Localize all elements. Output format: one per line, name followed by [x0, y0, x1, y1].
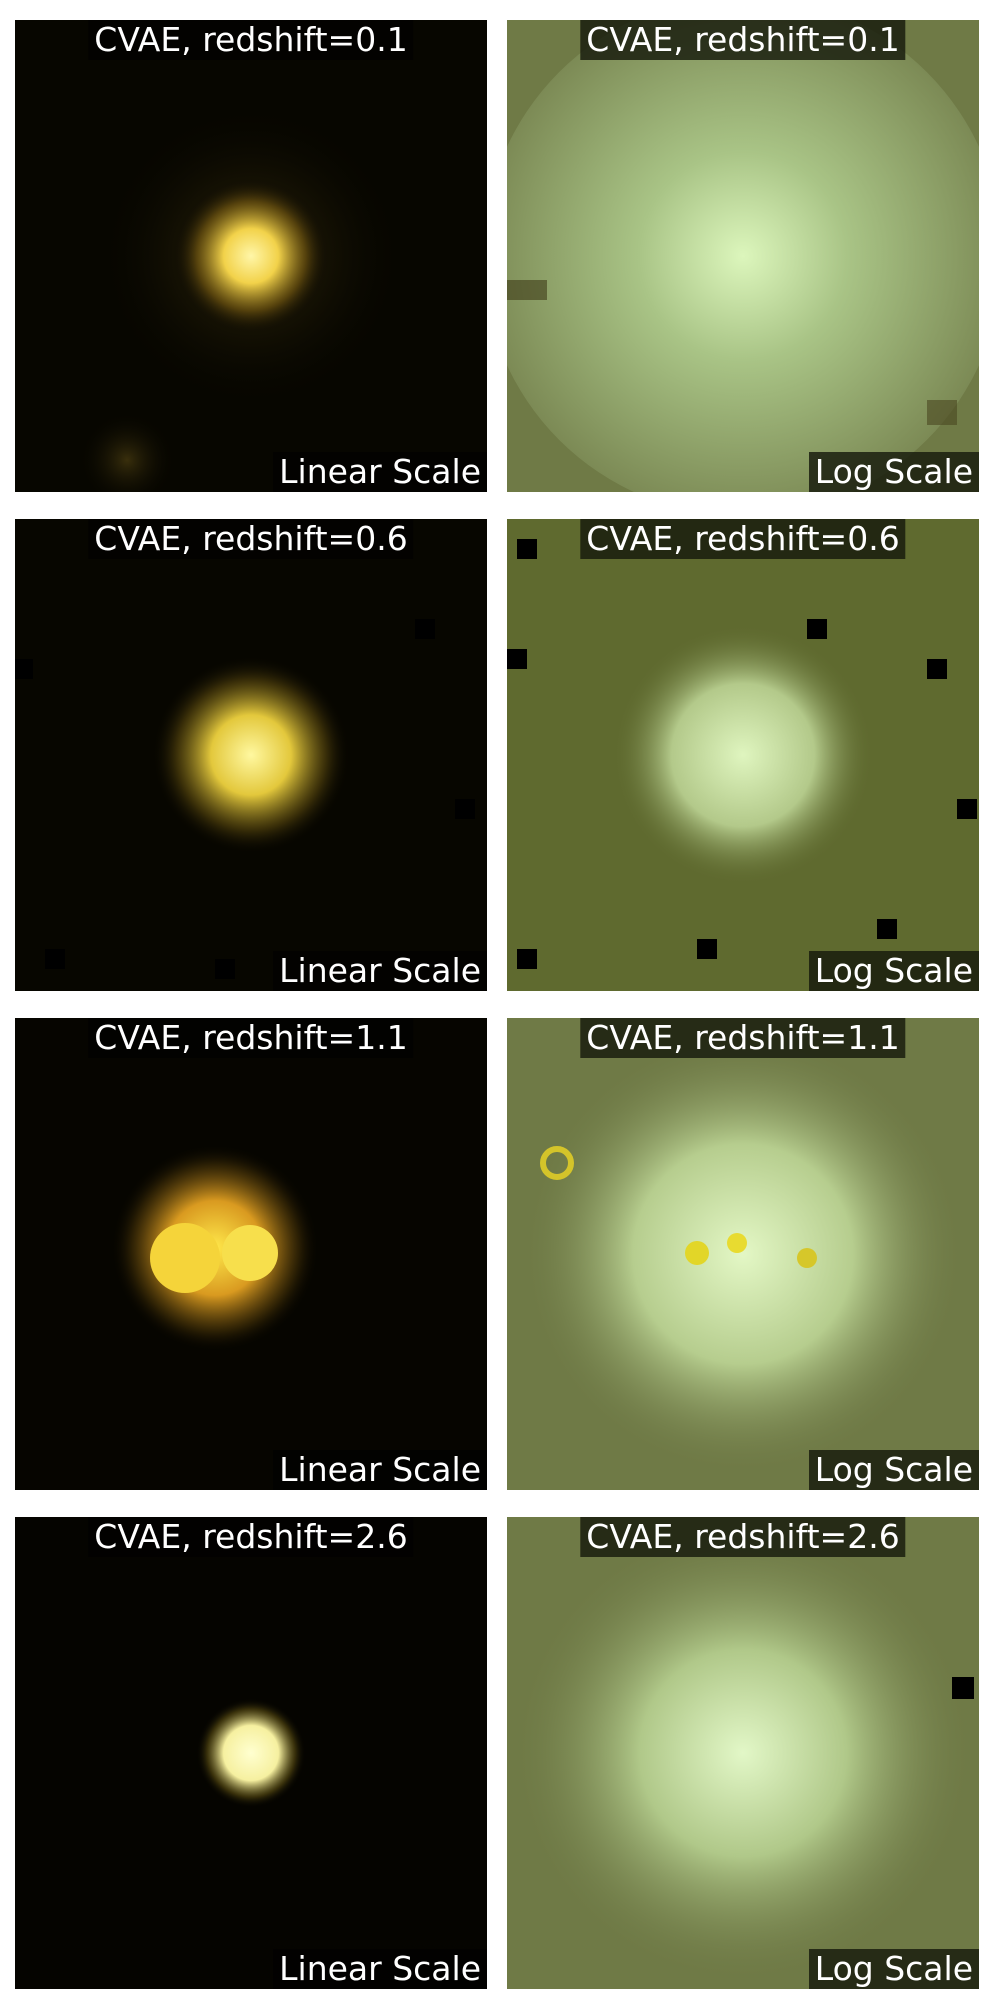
- galaxy-image-log-z1.1: [507, 1018, 979, 1490]
- panel-linear-z0.6: CVAE, redshift=0.6 Linear Scale: [15, 519, 487, 991]
- scale-label: Log Scale: [808, 1450, 979, 1490]
- scale-label: Log Scale: [808, 1949, 979, 1989]
- panel-title: CVAE, redshift=0.1: [88, 20, 414, 60]
- panel-title: CVAE, redshift=0.6: [580, 519, 906, 559]
- panel-title: CVAE, redshift=2.6: [88, 1517, 414, 1557]
- panel-log-z2.6: CVAE, redshift=2.6 Log Scale: [507, 1517, 979, 1989]
- panel-title: CVAE, redshift=2.6: [580, 1517, 906, 1557]
- panel-title: CVAE, redshift=0.1: [580, 20, 906, 60]
- panel-title: CVAE, redshift=0.6: [88, 519, 414, 559]
- scale-label: Linear Scale: [273, 951, 487, 991]
- panel-log-z0.6: CVAE, redshift=0.6 Log Scale: [507, 519, 979, 991]
- panel-log-z0.1: CVAE, redshift=0.1 Log Scale: [507, 20, 979, 492]
- scale-label: Linear Scale: [273, 452, 487, 492]
- panel-linear-z0.1: CVAE, redshift=0.1 Linear Scale: [15, 20, 487, 492]
- scale-label: Log Scale: [808, 951, 979, 991]
- scale-label: Linear Scale: [273, 1450, 487, 1490]
- panel-log-z1.1: CVAE, redshift=1.1 Log Scale: [507, 1018, 979, 1490]
- panel-title: CVAE, redshift=1.1: [88, 1018, 414, 1058]
- scale-label: Log Scale: [808, 452, 979, 492]
- panel-linear-z1.1: CVAE, redshift=1.1 Linear Scale: [15, 1018, 487, 1490]
- galaxy-image-linear-z1.1: [15, 1018, 487, 1490]
- scale-label: Linear Scale: [273, 1949, 487, 1989]
- panel-title: CVAE, redshift=1.1: [580, 1018, 906, 1058]
- galaxy-image-linear-z0.1: [15, 20, 487, 492]
- galaxy-image-log-z0.6: [507, 519, 979, 991]
- galaxy-image-linear-z0.6: [15, 519, 487, 991]
- galaxy-image-log-z0.1: [507, 20, 979, 492]
- panel-linear-z2.6: CVAE, redshift=2.6 Linear Scale: [15, 1517, 487, 1989]
- galaxy-image-linear-z2.6: [15, 1517, 487, 1989]
- galaxy-image-log-z2.6: [507, 1517, 979, 1989]
